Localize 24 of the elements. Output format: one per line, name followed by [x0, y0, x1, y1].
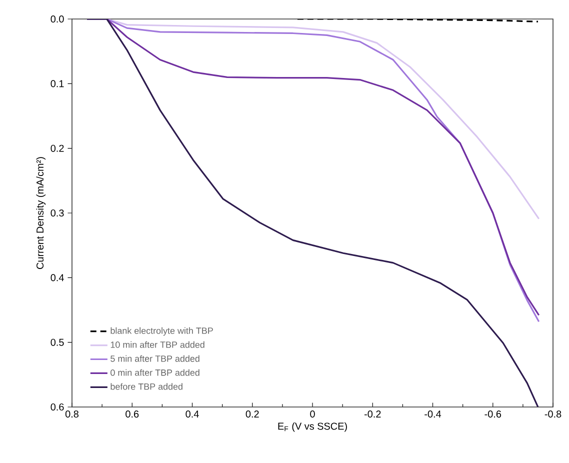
x-tick-label: -0.4 [424, 410, 442, 418]
x-tick-label: 0.6 [126, 410, 139, 418]
legend-label: 5 min after TBP added [110, 355, 200, 362]
line-series [86, 19, 539, 408]
y-tick-label: 0.0 [50, 15, 64, 23]
x-axis-title: E$_{F}$ (V vs SSCE) [278, 422, 347, 432]
legend-label: blank electrolyte with TBP [110, 327, 213, 336]
x-tick-label: -0.2 [364, 410, 381, 418]
y-tick-label: 0.2 [50, 144, 64, 152]
y-tick-label: 0.3 [50, 209, 64, 217]
y-tick-label: 0.6 [50, 403, 64, 411]
y-tick-label: 0.4 [50, 274, 64, 282]
x-tick-label: -0.6 [484, 410, 502, 418]
legend-label: before TBP added [110, 383, 182, 390]
x-tick-label: 0.4 [186, 410, 199, 418]
x-tick-label: -0.8 [544, 410, 562, 418]
legend-label: 0 min after TBP added [110, 369, 200, 376]
x-tick-label: 0.8 [65, 410, 78, 418]
y-tick-label: 0.1 [50, 80, 64, 88]
y-tick-label: 0.5 [50, 338, 64, 346]
y-axis-title: Current Density (mA/cm²) [36, 157, 46, 269]
legend-label: 10 min after TBP added [110, 341, 204, 348]
x-tick-label: 0.2 [246, 410, 259, 418]
x-tick-label: 0 [310, 410, 315, 418]
